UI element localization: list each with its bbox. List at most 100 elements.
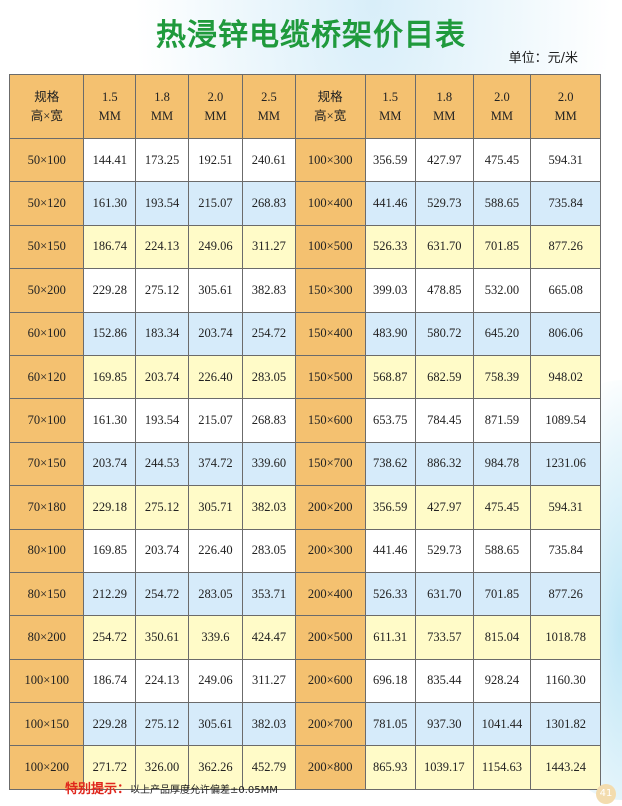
price-cell: 483.90	[364, 311, 416, 356]
column-header: 2.0 MM	[530, 74, 601, 139]
spec-cell: 100×400	[294, 181, 366, 226]
price-cell: 161.30	[83, 181, 137, 226]
column-header-line: MM	[257, 108, 281, 123]
price-cell: 226.40	[187, 528, 244, 573]
note-label: 特别提示：	[65, 782, 131, 797]
price-cell: 161.30	[83, 398, 137, 443]
spec-cell: 100×100	[8, 658, 85, 704]
price-cell: 452.79	[242, 745, 296, 790]
column-header: 2.5 MM	[242, 74, 296, 139]
price-cell: 631.70	[414, 571, 474, 617]
price-cell: 835.44	[414, 658, 474, 704]
price-cell: 224.13	[135, 224, 189, 270]
price-cell: 173.25	[135, 137, 189, 183]
table-row: 80×150 212.29 254.72 283.05 353.71 200×400 526…	[8, 571, 601, 617]
price-cell: 815.04	[472, 615, 532, 660]
price-cell: 682.59	[414, 354, 474, 400]
price-cell: 203.74	[187, 311, 244, 356]
price-cell: 203.74	[135, 528, 189, 573]
column-header: 规格 高×宽	[294, 74, 366, 139]
price-cell: 275.12	[135, 702, 189, 747]
price-cell: 374.72	[187, 441, 244, 487]
price-cell: 871.59	[472, 398, 532, 443]
price-cell: 244.53	[135, 441, 189, 487]
price-cell: 427.97	[414, 137, 474, 183]
column-header-line: MM	[433, 108, 456, 123]
price-cell: 339.6	[187, 615, 244, 660]
price-cell: 877.26	[530, 571, 601, 617]
price-cell: 1154.63	[472, 745, 532, 790]
price-cell: 192.51	[187, 137, 244, 183]
price-cell: 305.61	[187, 268, 244, 313]
price-cell: 305.71	[187, 485, 244, 530]
price-cell: 152.86	[83, 311, 137, 356]
price-cell: 169.85	[83, 528, 137, 573]
price-cell: 588.65	[472, 181, 532, 226]
price-cell: 382.03	[242, 485, 296, 530]
price-cell: 1160.30	[530, 658, 601, 704]
column-header: 1.5 MM	[83, 74, 137, 139]
price-cell: 311.27	[242, 224, 296, 270]
spec-cell: 150×700	[294, 441, 366, 487]
table-row: 100×100 186.74 224.13 249.06 311.27 200×600 69…	[8, 658, 601, 704]
special-note: 特别提示：以上产品厚度允许偏差±0.05MM	[65, 778, 278, 797]
price-cell: 249.06	[187, 658, 244, 704]
spec-cell: 50×200	[8, 268, 85, 313]
price-cell: 229.18	[83, 485, 137, 530]
spec-cell: 200×600	[294, 658, 366, 704]
column-header-line: 高×宽	[30, 108, 63, 123]
price-cell: 271.72	[83, 745, 137, 790]
spec-cell: 150×600	[294, 398, 366, 443]
price-cell: 193.54	[135, 398, 189, 443]
price-cell: 240.61	[242, 137, 296, 183]
table-row: 50×100 144.41 173.25 192.51 240.61 100×300 356…	[8, 137, 601, 183]
price-cell: 735.84	[530, 528, 601, 573]
column-header: 2.0 MM	[472, 74, 532, 139]
price-cell: 441.46	[364, 181, 416, 226]
spec-cell: 150×400	[294, 311, 366, 356]
price-cell: 735.84	[530, 181, 601, 226]
price-cell: 254.72	[83, 615, 137, 660]
price-cell: 580.72	[414, 311, 474, 356]
price-cell: 275.12	[135, 485, 189, 530]
price-cell: 283.05	[242, 528, 296, 573]
price-cell: 696.18	[364, 658, 416, 704]
spec-cell: 100×150	[8, 702, 85, 747]
price-cell: 665.08	[530, 268, 601, 313]
price-cell: 806.06	[530, 311, 601, 356]
price-cell: 948.02	[530, 354, 601, 400]
price-table: 规格 高×宽 1.5 MM 1.8 MM 2.0 MM 2.5 MM 规格 高×宽 1.5 MM 1.8 MM…	[8, 74, 601, 790]
price-cell: 645.20	[472, 311, 532, 356]
column-header-line: 1.5	[101, 89, 118, 104]
table-header-row: 规格 高×宽 1.5 MM 1.8 MM 2.0 MM 2.5 MM 规格 高×宽 1.5 MM 1.8 MM…	[8, 74, 601, 139]
price-cell: 441.46	[364, 528, 416, 573]
price-cell: 305.61	[187, 702, 244, 747]
spec-cell: 200×300	[294, 528, 366, 573]
price-cell: 224.13	[135, 658, 189, 704]
column-header-line: 规格	[34, 89, 60, 104]
price-cell: 326.00	[135, 745, 189, 790]
price-cell: 886.32	[414, 441, 474, 487]
price-cell: 532.00	[472, 268, 532, 313]
price-cell: 427.97	[414, 485, 474, 530]
spec-cell: 200×500	[294, 615, 366, 660]
price-cell: 738.62	[364, 441, 416, 487]
spec-cell: 200×700	[294, 702, 366, 747]
column-header: 1.5 MM	[364, 74, 416, 139]
column-header-line: MM	[379, 108, 402, 123]
price-cell: 144.41	[83, 137, 137, 183]
spec-cell: 50×150	[8, 224, 85, 270]
price-cell: 594.31	[530, 485, 601, 530]
spec-cell: 150×300	[294, 268, 366, 313]
price-cell: 1231.06	[530, 441, 601, 487]
price-cell: 356.59	[364, 137, 416, 183]
price-cell: 339.60	[242, 441, 296, 487]
note-text: 以上产品厚度允许偏差±0.05MM	[130, 785, 278, 796]
table-row: 50×200 229.28 275.12 305.61 382.83 150×300 399…	[8, 268, 601, 313]
price-cell: 229.28	[83, 702, 137, 747]
price-cell: 526.33	[364, 224, 416, 270]
column-header-line: 2.5	[261, 89, 277, 104]
price-cell: 183.34	[135, 311, 189, 356]
price-cell: 350.61	[135, 615, 189, 660]
column-header-line: MM	[204, 108, 227, 123]
